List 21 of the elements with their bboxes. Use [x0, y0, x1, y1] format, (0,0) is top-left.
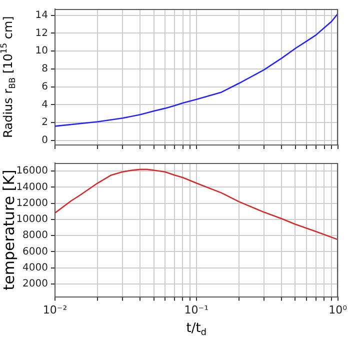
y-tick-label: 12 — [35, 28, 48, 39]
x-tick-label: 10⁻¹ — [184, 303, 209, 316]
y-axis-title: Radius rBB [1015 cm] — [0, 16, 17, 138]
y-tick-label: 14000 — [16, 182, 48, 193]
y-tick-label: 0 — [42, 135, 48, 146]
y-axis-title: temperature [K] — [0, 170, 18, 290]
x-tick-label: 10⁻² — [42, 303, 68, 316]
y-tick-label: 6000 — [22, 246, 48, 258]
y-tick-label: 12000 — [16, 198, 48, 209]
y-tick-label: 8000 — [22, 230, 48, 242]
y-tick-label: 2 — [42, 117, 48, 128]
y-tick-label: 16000 — [16, 166, 48, 177]
y-tick-label: 4000 — [22, 262, 48, 274]
y-tick-label: 2000 — [22, 278, 48, 290]
y-tick-label: 14 — [35, 10, 48, 21]
y-tick-label: 6 — [42, 81, 48, 92]
x-tick-label: 10⁰ — [328, 303, 348, 316]
y-tick-label: 8 — [42, 64, 48, 75]
y-tick-label: 10000 — [16, 214, 48, 226]
y-tick-label: 10 — [35, 46, 48, 57]
y-tick-label: 4 — [42, 99, 48, 110]
